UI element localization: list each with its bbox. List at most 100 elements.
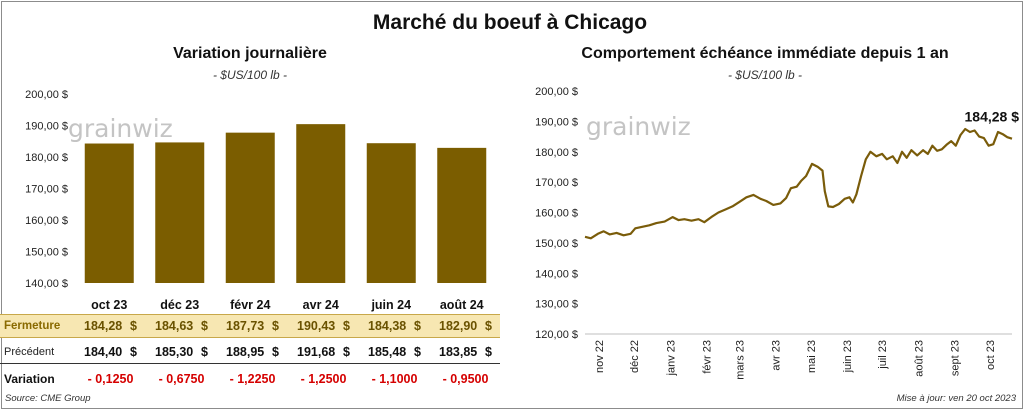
variation-value: - 1,2250 (229, 372, 276, 386)
variation-value: - 1,2500 (300, 372, 347, 386)
close-row-label: Fermeture (4, 320, 61, 332)
variation-value: - 0,6750 (158, 372, 205, 386)
y-tick-label: 120,00 $ (535, 329, 578, 341)
variation-value: - 0,9500 (442, 372, 489, 386)
y-tick-label: 130,00 $ (535, 299, 578, 311)
left-chart-title: Variation journalière (173, 45, 327, 62)
y-tick-label: 180,00 $ (535, 147, 578, 159)
last-value-label: 184,28 $ (965, 109, 1020, 125)
left-watermark: grainwiz (68, 114, 173, 143)
currency-sign: $ (272, 319, 279, 333)
x-tick-label: juil 23 (877, 340, 889, 370)
previous-row-label: Précédent (4, 346, 55, 358)
x-tick-label: oct 23 (985, 340, 997, 370)
previous-row: Précédent 184,40 $ 185,30 $ 188,95 $ 191,68… (0, 341, 500, 364)
right-line-chart: grainwiz 120,00 $ 130,00 $ 140,00 $ 150,00 $… (535, 86, 1019, 380)
category-label: févr 24 (230, 298, 270, 312)
currency-sign: $ (414, 345, 421, 359)
variation-value: - 1,1000 (371, 372, 418, 386)
left-chart-unit: - $US/100 lb - (212, 68, 288, 82)
variation-row: Variation - 0,1250 - 0,6750 - 1,2250 - 1… (0, 368, 500, 390)
x-tick-label: sept 23 (950, 340, 962, 376)
y-tick-label: 170,00 $ (25, 184, 68, 196)
y-tick-label: 150,00 $ (25, 247, 68, 259)
y-tick-label: 200,00 $ (535, 86, 578, 98)
previous-value: 191,68 (297, 345, 336, 359)
x-tick-label: août 23 (913, 340, 925, 377)
y-tick-label: 150,00 $ (535, 238, 578, 250)
y-tick-label: 200,00 $ (25, 89, 68, 101)
main-title: Marché du boeuf à Chicago (372, 11, 648, 34)
x-tick-label: févr 23 (702, 340, 714, 374)
right-watermark: grainwiz (586, 112, 691, 141)
y-tick-label: 190,00 $ (25, 121, 68, 133)
x-tick-label: janv 23 (665, 340, 677, 376)
bar (366, 143, 416, 283)
source-note: Source: CME Group (5, 393, 91, 404)
close-value: 184,63 (155, 319, 194, 333)
close-row: Fermeture 184,28 $ 184,63 $ 187,73 $ 190,43… (0, 314, 500, 338)
previous-value: 183,85 (439, 345, 478, 359)
category-label: juin 24 (370, 298, 411, 312)
currency-sign: $ (343, 319, 350, 333)
bar (296, 124, 346, 283)
price-line (584, 127, 1013, 240)
x-tick-label: juin 23 (842, 340, 854, 373)
y-tick-label: 140,00 $ (535, 268, 578, 280)
currency-sign: $ (272, 345, 279, 359)
x-tick-label: mars 23 (734, 340, 746, 380)
currency-sign: $ (343, 345, 350, 359)
bar (155, 142, 205, 283)
close-cell: 184,38 $ (358, 319, 429, 333)
category-label: avr 24 (303, 298, 339, 312)
currency-sign: $ (485, 345, 492, 359)
right-chart-unit: - $US/100 lb - (727, 68, 803, 82)
currency-sign: $ (130, 345, 137, 359)
currency-sign: $ (201, 319, 208, 333)
right-chart-title: Comportement échéance immédiate depuis 1… (581, 45, 949, 62)
previous-value: 185,48 (368, 345, 407, 359)
update-note: Mise à jour: ven 20 oct 2023 (896, 393, 1016, 404)
previous-value: 185,30 (155, 345, 194, 359)
variation-value: - 0,1250 (87, 372, 134, 386)
close-cell: 182,90 $ (429, 319, 500, 333)
x-tick-label: avr 23 (771, 340, 783, 371)
close-value: 184,38 (368, 319, 407, 333)
x-tick-label: nov 22 (594, 340, 606, 373)
close-cell: 187,73 $ (216, 319, 287, 333)
close-value: 187,73 (226, 319, 265, 333)
close-value: 182,90 (439, 319, 478, 333)
currency-sign: $ (201, 345, 208, 359)
bar (84, 143, 134, 283)
previous-cell: 185,48 $ (358, 345, 429, 359)
bar (437, 147, 487, 283)
previous-value: 188,95 (226, 345, 265, 359)
close-value: 190,43 (297, 319, 336, 333)
previous-cell: 183,85 $ (429, 345, 500, 359)
x-tick-label: déc 22 (629, 340, 641, 373)
currency-sign: $ (485, 319, 492, 333)
y-tick-label: 180,00 $ (25, 152, 68, 164)
currency-sign: $ (130, 319, 137, 333)
previous-cell: 191,68 $ (287, 345, 358, 359)
category-label: déc 23 (160, 298, 199, 312)
close-cell: 184,28 $ (74, 319, 145, 333)
y-tick-label: 170,00 $ (535, 177, 578, 189)
previous-value: 184,40 (84, 345, 123, 359)
previous-cell: 184,40 $ (74, 345, 145, 359)
left-bar-chart: grainwiz 140,00 $ 150,00 $ 160,00 $ 170,00 $… (25, 89, 487, 312)
y-tick-label: 160,00 $ (535, 208, 578, 220)
previous-cell: 185,30 $ (145, 345, 216, 359)
previous-cell: 188,95 $ (216, 345, 287, 359)
variation-row-label: Variation (4, 372, 55, 386)
category-label: oct 23 (91, 298, 127, 312)
category-label: août 24 (440, 298, 484, 312)
y-tick-label: 190,00 $ (535, 116, 578, 128)
close-value: 184,28 (84, 319, 123, 333)
close-cell: 184,63 $ (145, 319, 216, 333)
bar (225, 132, 275, 283)
close-cell: 190,43 $ (287, 319, 358, 333)
y-tick-label: 160,00 $ (25, 215, 68, 227)
x-tick-label: mai 23 (806, 340, 818, 373)
